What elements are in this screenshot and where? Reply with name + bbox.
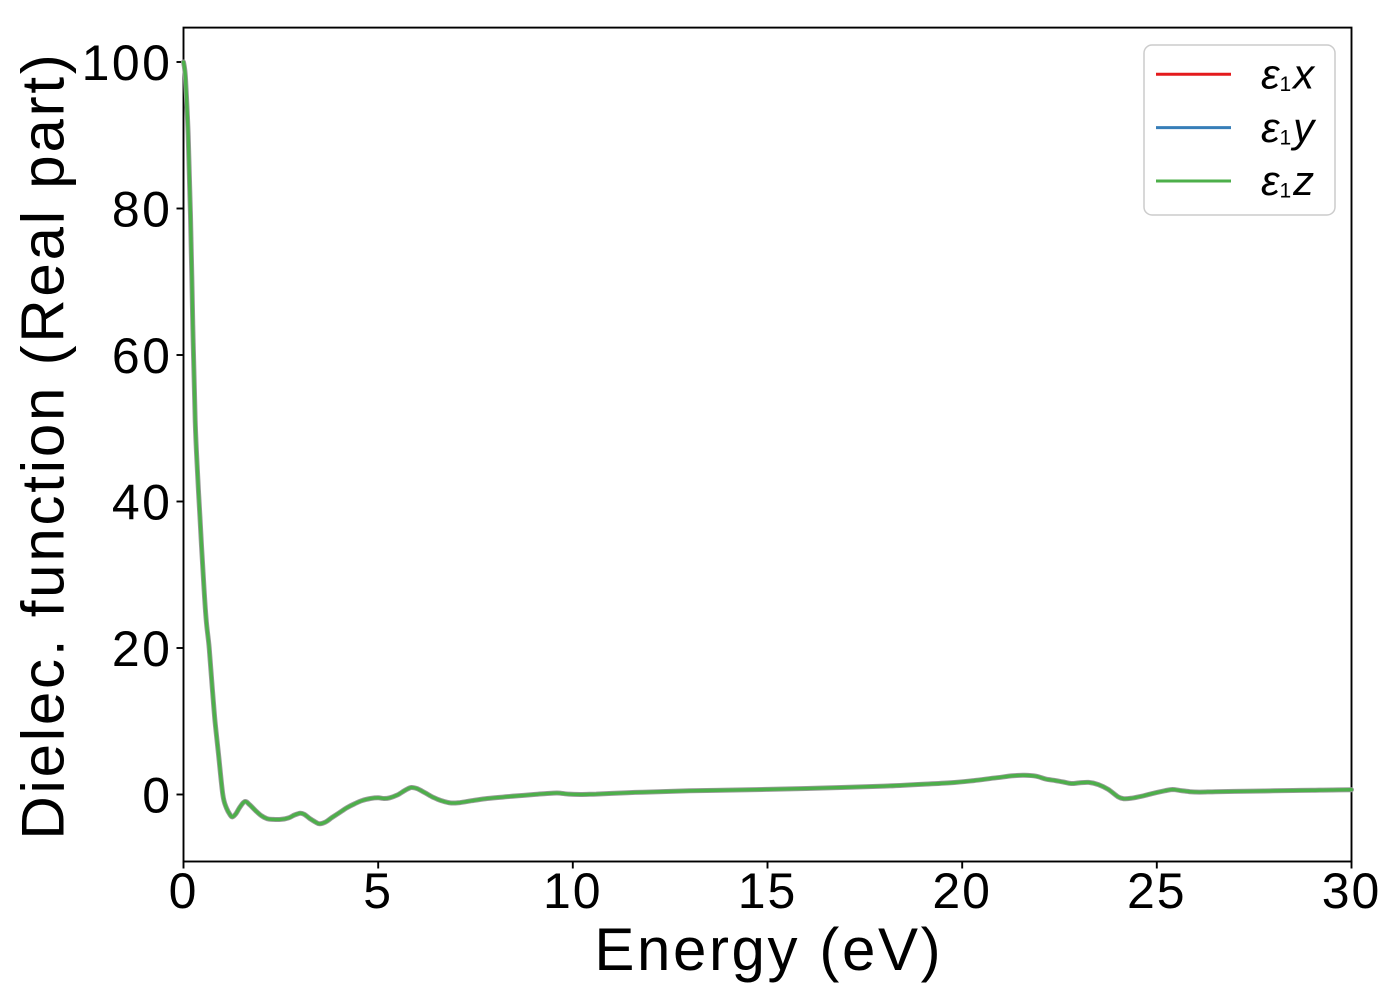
svg-text:5: 5 — [363, 863, 393, 919]
svg-text:Energy (eV): Energy (eV) — [594, 916, 943, 983]
svg-text:20: 20 — [112, 621, 173, 677]
svg-text:60: 60 — [112, 328, 173, 384]
svg-text:100: 100 — [82, 35, 173, 91]
svg-text:40: 40 — [112, 475, 173, 531]
svg-text:ε1z: ε1z — [1261, 157, 1314, 204]
svg-text:20: 20 — [932, 863, 992, 919]
svg-text:0: 0 — [142, 768, 172, 824]
svg-text:0: 0 — [169, 863, 199, 919]
svg-text:Dielec. function (Real part): Dielec. function (Real part) — [10, 51, 77, 839]
svg-text:15: 15 — [738, 863, 798, 919]
svg-text:10: 10 — [543, 863, 603, 919]
svg-text:ε1y: ε1y — [1261, 104, 1317, 151]
svg-text:80: 80 — [112, 182, 173, 238]
svg-text:25: 25 — [1127, 863, 1187, 919]
svg-text:30: 30 — [1322, 863, 1382, 919]
